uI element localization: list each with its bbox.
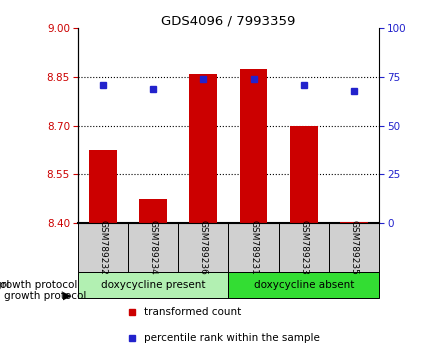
Text: GSM789234: GSM789234 [148,220,157,275]
Bar [77,223,128,272]
Text: doxycycline absent: doxycycline absent [253,280,353,290]
Text: GSM789232: GSM789232 [98,220,107,275]
Bar [139,199,166,223]
Bar [289,126,317,223]
Text: growth protocol: growth protocol [0,280,15,290]
Text: GSM789236: GSM789236 [198,220,207,275]
Bar [189,74,217,223]
Bar [128,223,178,272]
Text: doxycycline present: doxycycline present [101,280,205,290]
Bar [178,223,228,272]
Text: GSM789235: GSM789235 [349,220,358,275]
Bar [228,223,278,272]
Text: GSM789233: GSM789233 [299,220,307,275]
Title: GDS4096 / 7993359: GDS4096 / 7993359 [161,14,295,27]
Text: GSM789231: GSM789231 [249,220,258,275]
Text: growth protocol: growth protocol [4,291,86,301]
Text: ▶: ▶ [62,291,71,301]
Bar [328,223,378,272]
Bar [239,69,267,223]
Text: transformed count: transformed count [144,307,241,317]
Text: percentile rank within the sample: percentile rank within the sample [144,333,319,343]
Bar [77,272,228,298]
Bar [278,223,328,272]
Bar [340,222,367,223]
Bar [89,150,116,223]
Bar [228,272,378,298]
Text: ▶  growth protocol: ▶ growth protocol [0,280,77,290]
